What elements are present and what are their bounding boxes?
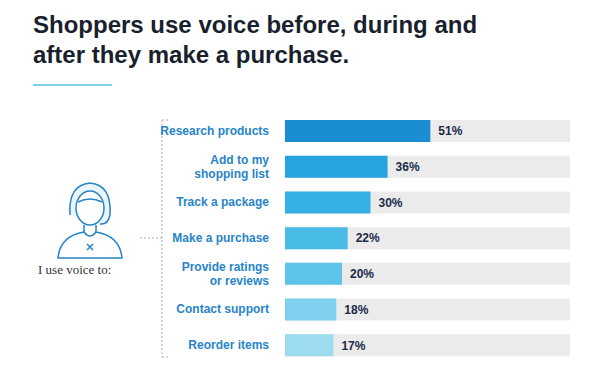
svg-text:22%: 22% bbox=[356, 231, 380, 245]
html-text:Shoppers use voice before, dur: Shoppers use voice before, during and af… bbox=[33, 11, 478, 68]
svg-text:17%: 17% bbox=[341, 339, 365, 353]
svg-text:51%: 51% bbox=[438, 124, 462, 138]
svg-text:Track a package: Track a package bbox=[176, 195, 269, 209]
svg-text:Reorder items: Reorder items bbox=[188, 338, 269, 352]
svg-text:18%: 18% bbox=[344, 303, 368, 317]
svg-text:30%: 30% bbox=[379, 196, 403, 210]
svg-text:Provide ratingsor reviews: Provide ratingsor reviews bbox=[182, 260, 270, 288]
html-text:I use voice to:: I use voice to: bbox=[38, 262, 112, 277]
svg-text:Research products: Research products bbox=[160, 124, 269, 138]
svg-text:36%: 36% bbox=[396, 160, 420, 174]
svg-text:Add to myshopping list: Add to myshopping list bbox=[194, 153, 269, 181]
svg-text:20%: 20% bbox=[350, 267, 374, 281]
svg-text:Make a purchase: Make a purchase bbox=[172, 231, 269, 245]
svg-text:Contact support: Contact support bbox=[176, 302, 269, 316]
